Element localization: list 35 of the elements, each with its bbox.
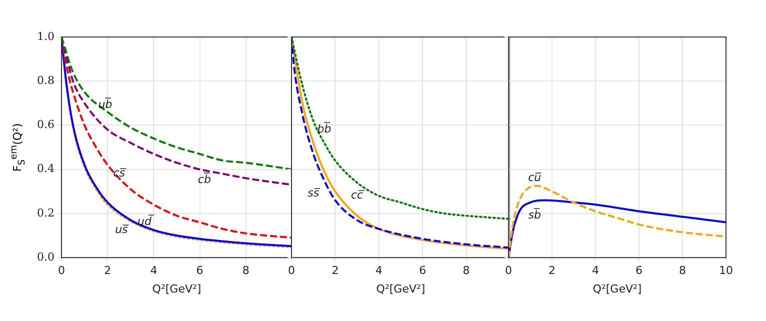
annotation: cu̅ <box>528 171 542 184</box>
x-tick-label: 4 <box>592 264 599 278</box>
x-tick-label: 0 <box>58 264 65 278</box>
x-axis-title: Q²[GeV²] <box>376 282 426 296</box>
x-tick-label: 6 <box>196 264 204 278</box>
x-axis-title: Q²[GeV²] <box>592 282 642 296</box>
x-tick-label: 0 <box>288 264 295 278</box>
y-tick-label: 0.2 <box>36 206 54 220</box>
annotation: cs̅ <box>113 166 127 180</box>
x-tick-label: 4 <box>375 264 382 278</box>
y-tick-label: 0.8 <box>36 74 54 87</box>
annotation: ud̅ <box>137 214 156 228</box>
y-tick-label: 0.4 <box>36 162 54 176</box>
x-tick-label: 2 <box>332 264 339 278</box>
x-tick-label: 4 <box>150 264 158 278</box>
y-tick-label: 1.0 <box>36 30 54 43</box>
x-tick-label: 6 <box>636 264 642 278</box>
x-tick-label: 0 <box>505 264 512 278</box>
x-tick-label: 8 <box>242 264 250 278</box>
x-tick-label: 6 <box>419 264 426 278</box>
annotation: ss̅ <box>308 186 321 200</box>
annotation: cb̅ <box>198 172 211 186</box>
annotation: cc̅ <box>350 188 366 202</box>
x-tick-label: 8 <box>462 264 470 278</box>
x-tick-label: 2 <box>104 264 112 278</box>
y-tick-label: 0.0 <box>36 250 54 264</box>
x-tick-label: 10 <box>719 264 733 278</box>
annotation: sb̅ <box>528 208 541 222</box>
annotation: bb̅ <box>317 122 332 136</box>
y-tick-label: 0.6 <box>36 118 54 132</box>
x-tick-label: 2 <box>548 264 556 278</box>
annotation: ub̅ <box>98 97 112 112</box>
x-axis-title: Q²[GeV²] <box>152 282 202 296</box>
annotation: us̅ <box>115 222 130 236</box>
x-tick-label: 8 <box>679 264 686 278</box>
